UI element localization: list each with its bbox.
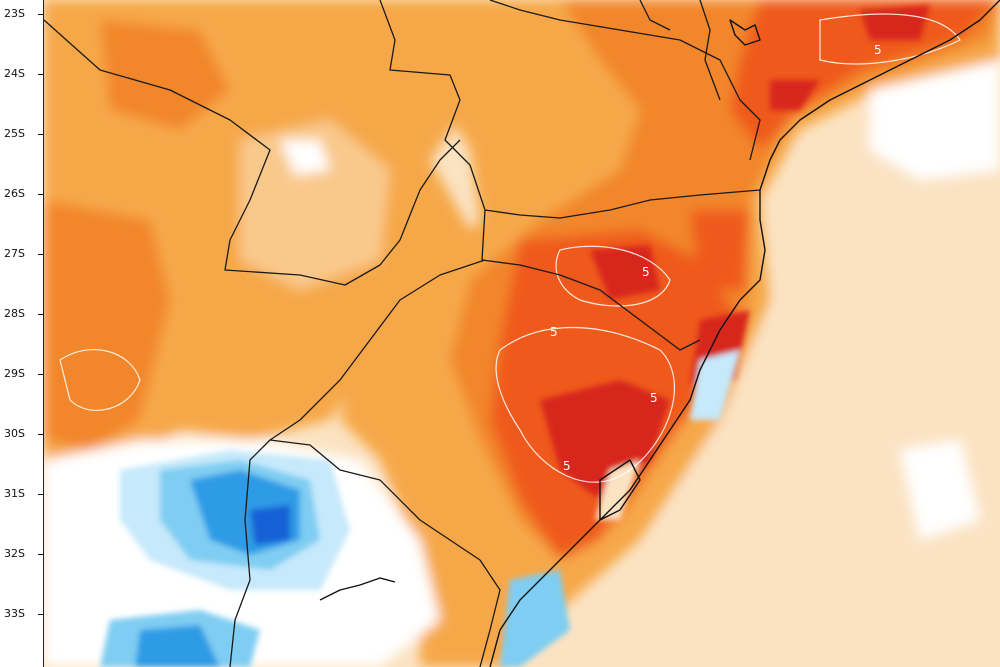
contour-label-ne: 5 [874, 43, 882, 57]
field-dark-orange-west [44, 200, 170, 450]
field-pale-center [240, 120, 390, 290]
contour-line-1 [495, 326, 675, 483]
lat-label-23s: 23S [4, 7, 25, 20]
coastline-lagoon [599, 459, 641, 521]
field-white-sea-ne [870, 60, 1000, 180]
lat-label-24s: 24S [4, 67, 25, 80]
coastline-brazil [489, 0, 1000, 667]
contour-line-2 [555, 245, 671, 307]
field-dark-orange-nw [100, 20, 230, 130]
lat-label-33s: 33S [4, 607, 25, 620]
border-sp-pr [489, 0, 761, 161]
lat-label-27s: 27S [4, 247, 25, 260]
field-red-ne [730, 0, 1000, 150]
field-deep-red-coast-north [770, 80, 820, 110]
lat-label-30s: 30S [4, 427, 25, 440]
coastline [319, 0, 1000, 667]
border-north-line [639, 0, 671, 31]
lat-label-25s: 25S [4, 127, 25, 140]
contour-line-3 [59, 349, 141, 411]
latitude-axis: 23S 24S 25S 26S 27S 28S 29S 30S 31S 32S … [0, 0, 44, 667]
contour-label-north: 5 [642, 265, 650, 279]
field-blue-south [135, 625, 220, 667]
field-deep-red-mid [590, 245, 660, 300]
contour-label-center: 5 [550, 325, 558, 339]
lat-label-31s: 31S [4, 487, 25, 500]
field-pale-sea [560, 80, 1000, 667]
border-paraguay-argentina [44, 19, 461, 286]
field-white-sea-se [900, 440, 980, 540]
coastline-island [729, 19, 761, 46]
contour-line-4 [819, 13, 961, 65]
country-borders [44, 0, 761, 667]
contour-label-south: 5 [563, 459, 571, 473]
field-white-patch-nw [280, 140, 330, 175]
field-deep-red-core [540, 380, 670, 500]
lat-label-29s: 29S [4, 367, 25, 380]
field-light-blue-coast [500, 570, 570, 667]
field-pale-lagoon [595, 460, 640, 520]
field-dark-blue-core [250, 505, 290, 545]
lat-label-28s: 28S [4, 307, 25, 320]
field-red-coast [690, 210, 750, 290]
lat-label-26s: 26S [4, 187, 25, 200]
border-uruguay-brazil [269, 439, 501, 667]
border-paraguay-brazil [379, 0, 486, 211]
border-state-pr-sc [484, 189, 761, 219]
border-state-sc-rs [481, 209, 701, 351]
border-argentina-brazil [229, 259, 486, 667]
coastline-uruguay [319, 577, 396, 601]
field-pale-blue-coast [690, 350, 740, 420]
field-deep-red-ne [860, 5, 930, 40]
border-mg-sp [699, 0, 721, 101]
contour-label-east: 5 [650, 391, 658, 405]
temperature-anomaly-map: 5 5 5 5 5 [44, 0, 1000, 667]
lat-label-32s: 32S [4, 547, 25, 560]
